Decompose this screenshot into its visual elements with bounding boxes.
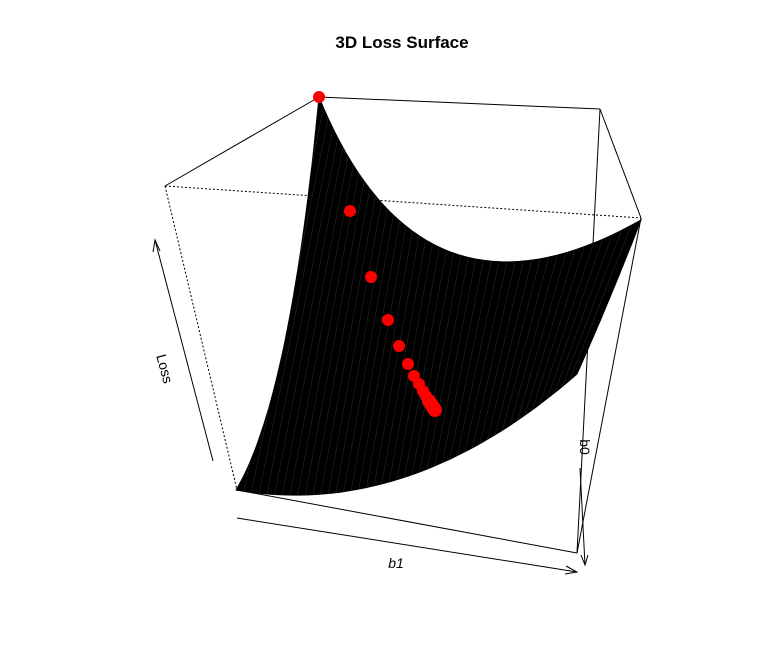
descent-point: [402, 358, 414, 370]
box-edge-bottom-front: [236, 489, 578, 554]
y-axis-label: b0: [577, 439, 593, 455]
loss-axis-arrow: [154, 239, 214, 462]
surface-mesh-line: [411, 253, 454, 475]
b1-axis-arrowhead: [564, 565, 579, 575]
b0-axis-arrowhead: [580, 554, 589, 567]
surface-mesh-line: [266, 138, 339, 494]
surface-mesh-line: [442, 260, 484, 463]
surface-mesh-line: [524, 249, 576, 416]
descent-point: [344, 205, 356, 217]
surface-mesh-line: [350, 220, 400, 491]
box-edge-back-top: [164, 185, 642, 219]
surface-mesh-line: [366, 231, 413, 488]
surface-mesh-line: [396, 247, 440, 480]
surface-mesh-line: [532, 246, 585, 410]
surface-mesh-line: [312, 188, 371, 495]
descent-point: [313, 91, 325, 103]
surface-mesh-line: [251, 118, 329, 493]
b0-axis-arrow: [579, 467, 586, 566]
descent-point: [428, 403, 442, 417]
surface-mesh-line: [569, 225, 632, 381]
loss-surface-mesh: [235, 96, 642, 496]
gradient-descent-path: [313, 91, 442, 417]
axis-arrows: [152, 238, 589, 575]
surface-mesh-line: [472, 261, 516, 448]
surface-mesh-line: [320, 195, 376, 495]
box-edge-back-left-vertical: [164, 185, 238, 491]
surface-mesh-line: [547, 239, 603, 399]
surface-mesh-line: [487, 260, 532, 440]
surface-mesh-line: [282, 156, 349, 495]
surface-mesh-line: [343, 215, 394, 492]
surface-mesh-line: [449, 261, 492, 460]
descent-point: [393, 340, 405, 352]
box-back-edges: [164, 185, 642, 491]
surface-mesh-line: [426, 257, 469, 470]
x-axis-label: b1: [388, 555, 404, 571]
surface-mesh-line: [404, 250, 447, 478]
surface-mesh-line: [561, 230, 622, 387]
surface-mesh-line: [373, 235, 420, 486]
surface-mesh-line: [539, 243, 594, 405]
surface-mesh-line: [479, 261, 524, 444]
descent-point: [382, 314, 394, 326]
surface-fill: [235, 96, 642, 496]
surface-mesh-line: [328, 202, 382, 494]
surface-mesh-line: [434, 259, 477, 466]
surface-mesh-line: [554, 234, 613, 393]
box-edge-top-right: [599, 108, 642, 219]
surface-mesh-line: [494, 258, 541, 435]
surface-mesh-line: [335, 209, 388, 493]
b1-axis-arrow: [236, 517, 578, 573]
surface-mesh-line: [289, 165, 354, 496]
box-edge-top-left: [164, 96, 320, 187]
surface-mesh-line: [457, 261, 500, 456]
chart-title: 3D Loss Surface: [335, 33, 468, 52]
surface-mesh-line: [419, 255, 462, 472]
surface-mesh-line: [358, 226, 407, 490]
surface-mesh-line: [502, 257, 549, 431]
loss-axis-arrowhead: [152, 238, 161, 253]
surface-mesh-line: [305, 181, 365, 496]
surface-mesh-line: [297, 173, 359, 496]
surface-mesh-line: [258, 128, 334, 494]
surface-mesh-line: [517, 252, 567, 421]
box-edge-right-vertical: [576, 217, 642, 554]
surface-mesh-line: [464, 261, 508, 452]
surface-mesh-line: [243, 107, 324, 492]
surface-mesh-line: [274, 147, 344, 495]
box-edge-top-back: [318, 96, 601, 110]
descent-point: [365, 271, 377, 283]
z-axis-label: Loss: [153, 352, 176, 385]
surface-mesh-line: [509, 255, 558, 426]
